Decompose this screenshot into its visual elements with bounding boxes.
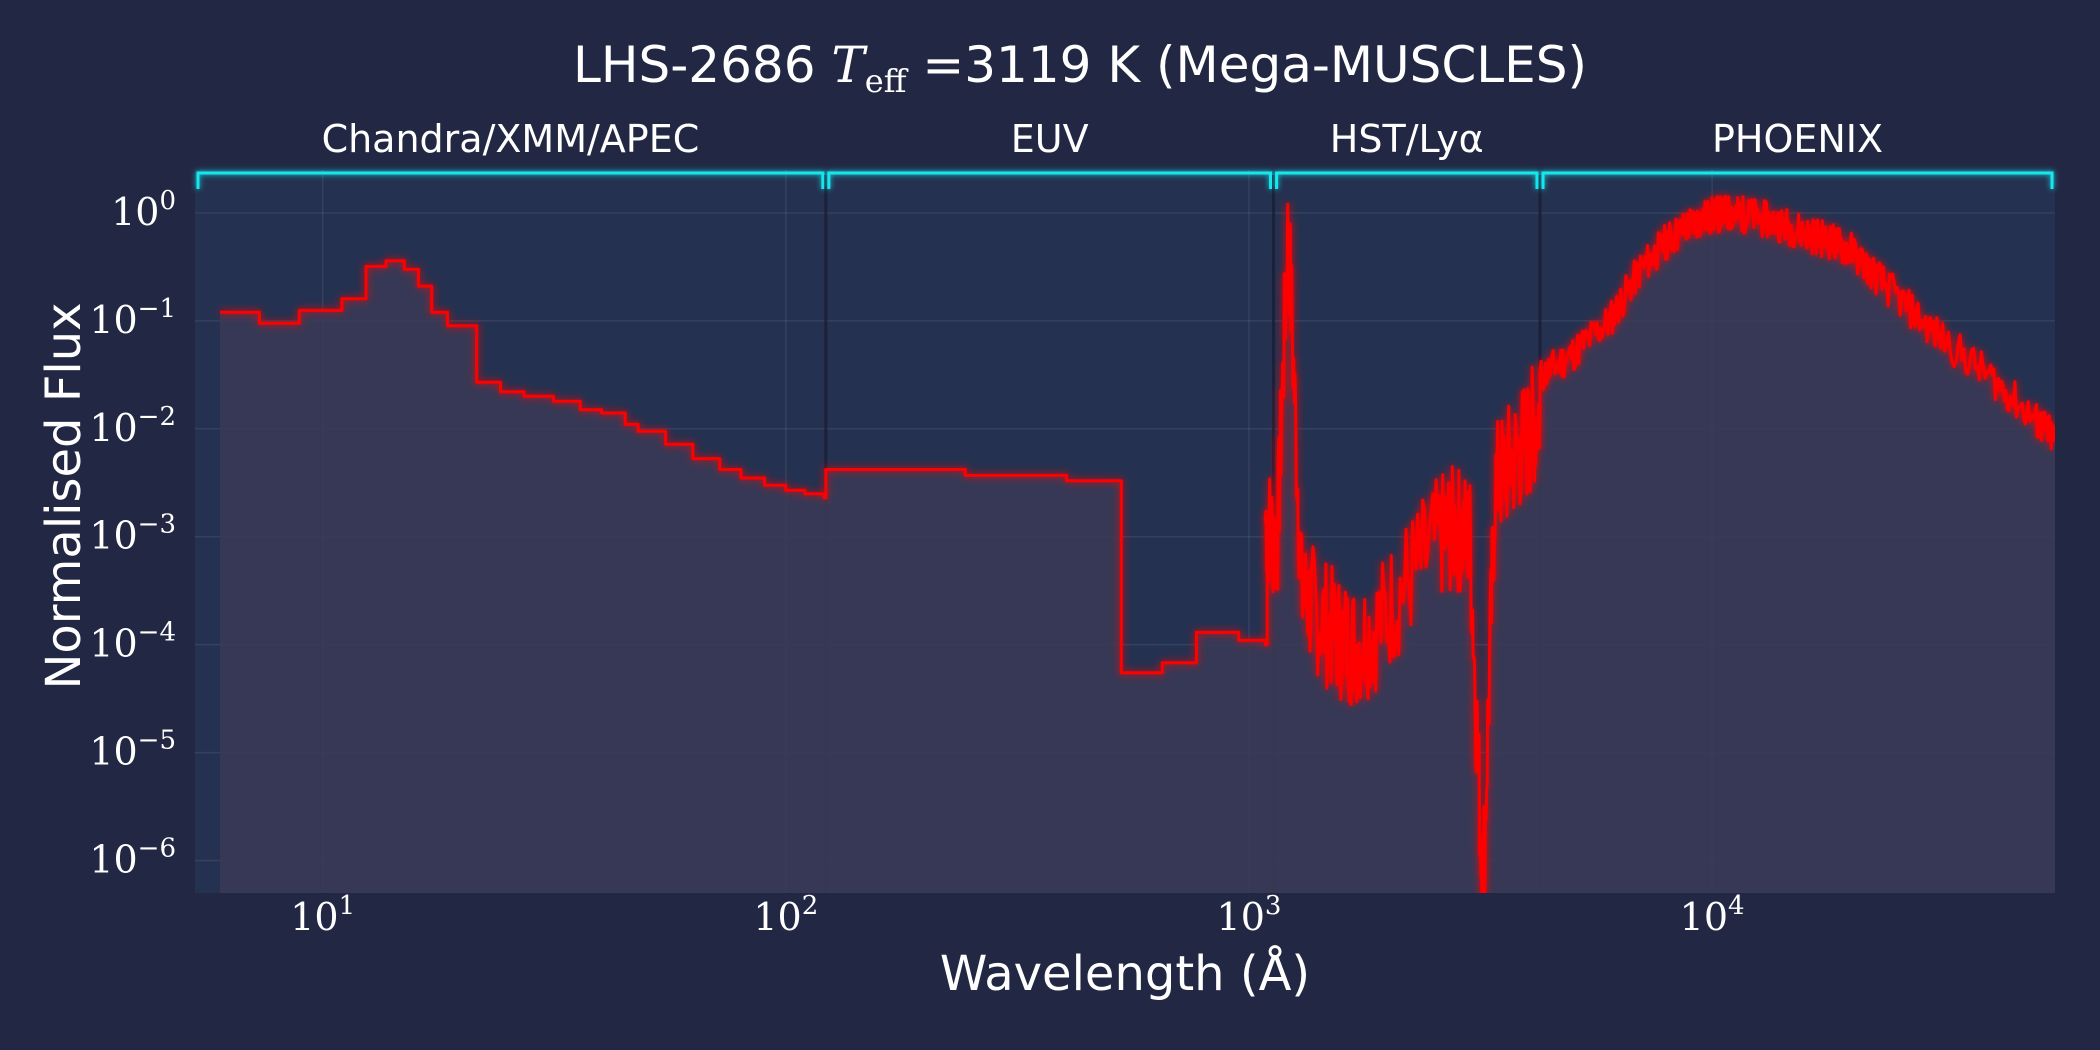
region-bracket-0	[196, 171, 825, 189]
region-bracket-3	[1541, 171, 2054, 189]
x-axis-label: Wavelength (Å)	[940, 945, 1310, 1002]
y-axis-ticks: 100 10−1 10−2 10−3 10−4 10−5 10−6	[89, 186, 176, 882]
y-tick-label-4: 10−4	[89, 618, 176, 666]
chart-title: LHS-2686 Teff =3119 K (Mega-MUSCLES)	[573, 36, 1587, 100]
y-tick-label-6: 10−6	[89, 834, 176, 882]
y-tick-label-3: 10−3	[89, 510, 176, 558]
x-tick-label-0: 101	[290, 891, 355, 939]
x-tick-label-3: 104	[1680, 891, 1745, 939]
spectrum-area	[220, 196, 2055, 893]
region-bracket-1	[827, 171, 1273, 189]
y-tick-label-0: 100	[111, 186, 176, 234]
y-tick-label-2: 10−2	[89, 402, 176, 450]
x-tick-label-1: 102	[753, 891, 818, 939]
x-tick-label-2: 103	[1217, 891, 1282, 939]
region-label-2: HST/Lyα	[1330, 117, 1484, 161]
region-label-0: Chandra/XMM/APEC	[322, 117, 700, 161]
region-label-3: PHOENIX	[1712, 117, 1883, 161]
region-bracket-2	[1275, 171, 1539, 189]
y-axis-label: Normalised Flux	[36, 302, 92, 689]
plot-area: Chandra/XMM/APEC EUV HST/Lyα PHOENIX	[195, 117, 2055, 893]
x-axis-ticks: 101 102 103 104	[290, 891, 1744, 939]
region-label-1: EUV	[1011, 117, 1089, 161]
y-tick-label-5: 10−5	[89, 726, 176, 774]
spectrum-line	[220, 194, 2055, 893]
spectrum-series	[220, 194, 2055, 893]
y-tick-label-1: 10−1	[89, 294, 176, 342]
